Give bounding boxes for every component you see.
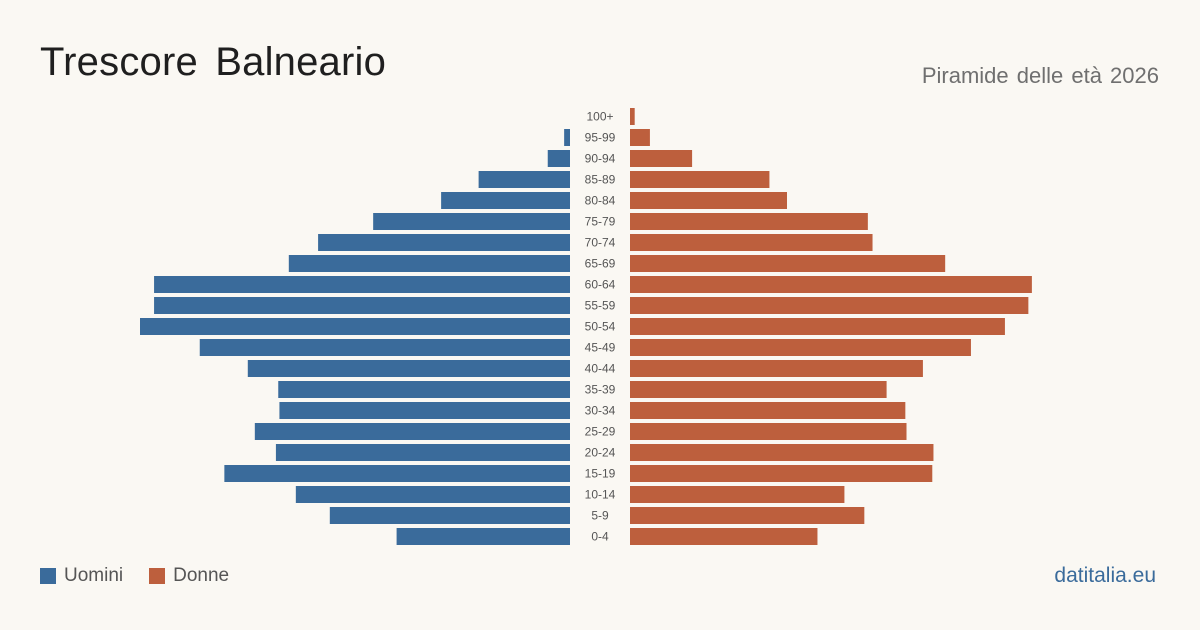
legend-swatch-women	[149, 568, 166, 584]
bar-women-95-99	[630, 129, 650, 146]
age-label-15-19: 15-19	[585, 467, 616, 481]
age-label-65-69: 65-69	[585, 257, 616, 271]
bar-men-35-39	[278, 381, 570, 398]
bar-women-90-94	[630, 150, 693, 167]
bar-women-5-9	[630, 507, 865, 524]
age-label-25-29: 25-29	[585, 425, 616, 439]
bar-women-55-59	[630, 297, 1029, 314]
bar-women-85-89	[630, 171, 770, 188]
bar-men-50-54	[140, 318, 570, 335]
age-label-85-89: 85-89	[585, 173, 616, 187]
age-label-100+: 100+	[586, 110, 613, 124]
age-label-50-54: 50-54	[585, 320, 616, 334]
bar-men-60-64	[154, 276, 571, 293]
bar-women-50-54	[630, 318, 1005, 335]
bar-men-20-24	[275, 444, 570, 461]
bar-women-100+	[630, 108, 635, 125]
bar-women-30-34	[630, 402, 906, 419]
legend-label-men: Uomini	[64, 565, 124, 586]
bar-men-95-99	[564, 129, 570, 146]
bar-men-65-69	[288, 255, 570, 272]
chart-legend: Uomini Donne	[40, 565, 255, 587]
bar-women-65-69	[630, 255, 946, 272]
bar-men-85-89	[478, 171, 570, 188]
age-label-80-84: 80-84	[585, 194, 616, 208]
age-label-30-34: 30-34	[585, 404, 616, 418]
bar-men-25-29	[254, 423, 571, 440]
age-label-5-9: 5-9	[591, 509, 609, 523]
age-label-35-39: 35-39	[585, 383, 616, 397]
bar-men-15-19	[224, 465, 570, 482]
bar-women-0-4	[630, 528, 818, 545]
chart-subtitle: Piramide delle età 2026	[921, 63, 1159, 88]
bar-men-30-34	[279, 402, 570, 419]
bar-men-40-44	[247, 360, 571, 377]
bar-men-0-4	[396, 528, 570, 545]
bar-men-10-14	[295, 486, 570, 503]
bar-women-70-74	[630, 234, 873, 251]
bar-women-40-44	[630, 360, 923, 377]
bar-men-75-79	[373, 213, 570, 230]
age-label-45-49: 45-49	[585, 341, 616, 355]
bar-women-35-39	[630, 381, 887, 398]
age-label-90-94: 90-94	[585, 152, 616, 166]
bar-men-5-9	[329, 507, 570, 524]
bar-women-75-79	[630, 213, 868, 230]
bar-women-80-84	[630, 192, 788, 209]
bar-women-60-64	[630, 276, 1032, 293]
age-label-95-99: 95-99	[585, 131, 616, 145]
bar-women-45-49	[630, 339, 971, 356]
age-label-75-79: 75-79	[585, 215, 616, 229]
bar-men-45-49	[199, 339, 570, 356]
bar-men-90-94	[547, 150, 570, 167]
chart-title: Trescore Balneario	[40, 40, 387, 84]
age-label-60-64: 60-64	[585, 278, 616, 292]
legend-label-women: Donne	[173, 565, 230, 586]
bar-men-55-59	[154, 297, 571, 314]
bar-women-20-24	[630, 444, 934, 461]
bar-men-80-84	[441, 192, 570, 209]
age-label-20-24: 20-24	[585, 446, 616, 460]
legend-item-women: Donne	[149, 565, 229, 587]
age-label-10-14: 10-14	[585, 488, 616, 502]
age-label-40-44: 40-44	[585, 362, 616, 376]
age-label-55-59: 55-59	[585, 299, 616, 313]
bar-men-70-74	[318, 234, 570, 251]
legend-item-men: Uomini	[40, 565, 123, 587]
brand-link[interactable]: datitalia.eu	[1054, 564, 1156, 587]
age-label-0-4: 0-4	[591, 530, 609, 544]
bar-women-10-14	[630, 486, 845, 503]
legend-swatch-men	[40, 568, 56, 584]
age-label-70-74: 70-74	[585, 236, 616, 250]
bar-women-15-19	[630, 465, 933, 482]
bar-women-25-29	[630, 423, 907, 440]
